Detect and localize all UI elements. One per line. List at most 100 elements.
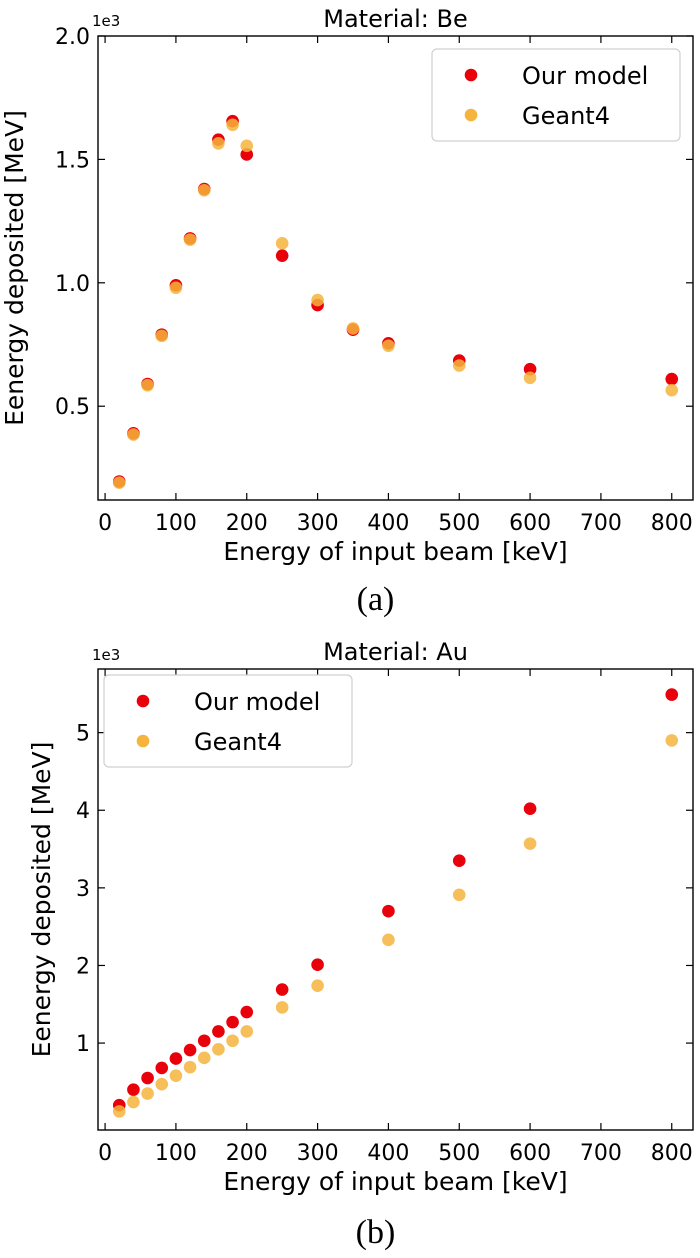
series-geant4 bbox=[112, 734, 679, 1118]
data-point bbox=[523, 371, 537, 385]
chart-b: Material: Au 0 100 200 300 400 500 600 700 800 1 2 3… bbox=[27, 638, 694, 1251]
data-point bbox=[183, 1043, 197, 1057]
x-tick-label: 200 bbox=[226, 511, 268, 536]
x-tick-label: 600 bbox=[509, 511, 551, 536]
plot-frame bbox=[97, 35, 694, 501]
data-point bbox=[127, 1083, 140, 1096]
data-point bbox=[665, 383, 679, 397]
data-point bbox=[452, 359, 466, 372]
x-tick-label: 100 bbox=[155, 511, 197, 536]
data-point bbox=[127, 428, 140, 441]
data-point bbox=[127, 1095, 140, 1109]
data-point bbox=[183, 233, 197, 246]
data-point bbox=[240, 1025, 254, 1038]
legend-box bbox=[103, 674, 353, 768]
x-tick-label: 400 bbox=[367, 511, 409, 536]
data-point bbox=[141, 1071, 154, 1085]
data-point bbox=[169, 1052, 183, 1065]
x-tick-label: 500 bbox=[438, 511, 480, 536]
legend-label: Our model bbox=[194, 688, 320, 716]
plot-frame bbox=[97, 668, 694, 1131]
data-point bbox=[169, 281, 183, 295]
data-point bbox=[197, 1051, 211, 1065]
y-axis-label: Eenergy deposited [MeV] bbox=[27, 742, 56, 1058]
legend-box bbox=[431, 48, 681, 142]
x-tick-label: 0 bbox=[98, 511, 112, 536]
data-point bbox=[240, 1005, 254, 1019]
data-point bbox=[275, 1001, 289, 1014]
data-point bbox=[311, 293, 324, 307]
data-point bbox=[523, 362, 537, 376]
data-point bbox=[212, 137, 225, 150]
chart-title: Material: Be bbox=[323, 5, 467, 33]
data-point bbox=[226, 118, 239, 132]
data-point bbox=[275, 249, 289, 262]
x-axis-label: Energy of input beam [keV] bbox=[223, 1167, 567, 1196]
y-tick-label: 2 bbox=[76, 954, 90, 979]
legend-label: Geant4 bbox=[522, 102, 610, 130]
x-tick-label: 400 bbox=[367, 1141, 409, 1166]
legend: Our model Geant4 bbox=[103, 674, 353, 768]
chart-title: Material: Au bbox=[323, 638, 468, 666]
data-point bbox=[452, 888, 466, 902]
data-point bbox=[155, 1061, 169, 1075]
x-tick-label: 600 bbox=[509, 1141, 551, 1166]
x-tick-label: 300 bbox=[297, 1141, 339, 1166]
y-tick-label: 0.5 bbox=[55, 395, 90, 420]
data-point bbox=[665, 688, 679, 701]
data-point bbox=[523, 802, 537, 815]
y-tick-label: 1 bbox=[76, 1032, 90, 1057]
legend: Our model Geant4 bbox=[431, 48, 681, 142]
data-point bbox=[311, 958, 324, 971]
x-tick-label: 800 bbox=[651, 1141, 693, 1166]
data-point bbox=[197, 1034, 211, 1048]
series-our-model bbox=[112, 114, 679, 488]
data-point bbox=[212, 1042, 225, 1056]
legend-marker bbox=[136, 734, 150, 748]
x-axis-label: Energy of input beam [keV] bbox=[223, 537, 567, 566]
data-point bbox=[141, 1087, 154, 1100]
chart-a: Material: Be 0 100 200 300 400 500 600 700 800 0.5… bbox=[0, 5, 694, 618]
data-point bbox=[665, 734, 679, 747]
figure-caption: (b) bbox=[356, 1214, 396, 1251]
y-exponent-label: 1e3 bbox=[92, 12, 120, 30]
data-point bbox=[112, 476, 126, 490]
data-point bbox=[141, 378, 154, 392]
y-tick-label: 5 bbox=[76, 722, 90, 747]
legend-marker bbox=[136, 694, 150, 708]
data-point bbox=[346, 322, 360, 335]
data-point bbox=[112, 1105, 126, 1118]
data-point bbox=[226, 1034, 239, 1048]
data-point bbox=[382, 933, 395, 947]
y-tick-label: 1.0 bbox=[55, 272, 90, 297]
x-tick-label: 500 bbox=[438, 1141, 480, 1166]
legend-marker bbox=[464, 68, 478, 82]
data-point bbox=[523, 837, 537, 850]
data-point bbox=[382, 904, 395, 918]
data-point bbox=[665, 372, 679, 386]
y-tick-label: 1.5 bbox=[55, 148, 90, 173]
data-point bbox=[275, 237, 289, 250]
data-point bbox=[240, 139, 254, 153]
data-point bbox=[240, 148, 254, 161]
x-tick-label: 0 bbox=[98, 1141, 112, 1166]
data-point bbox=[311, 979, 324, 992]
legend-marker bbox=[464, 108, 478, 122]
legend-label: Geant4 bbox=[194, 728, 282, 756]
y-exponent-label: 1e3 bbox=[92, 646, 120, 664]
data-point bbox=[275, 983, 289, 996]
data-point bbox=[197, 183, 211, 197]
y-tick-label: 2.0 bbox=[55, 25, 90, 50]
y-tick-label: 4 bbox=[76, 799, 90, 824]
x-tick-label: 700 bbox=[580, 1141, 622, 1166]
series-our-model bbox=[112, 688, 679, 1112]
data-point bbox=[452, 854, 466, 867]
x-tick-label: 700 bbox=[580, 511, 622, 536]
data-point bbox=[155, 329, 169, 343]
legend-label: Our model bbox=[522, 62, 648, 90]
data-point bbox=[155, 1077, 169, 1091]
x-tick-label: 300 bbox=[297, 511, 339, 536]
data-point bbox=[212, 1025, 225, 1038]
x-tick-label: 800 bbox=[651, 511, 693, 536]
